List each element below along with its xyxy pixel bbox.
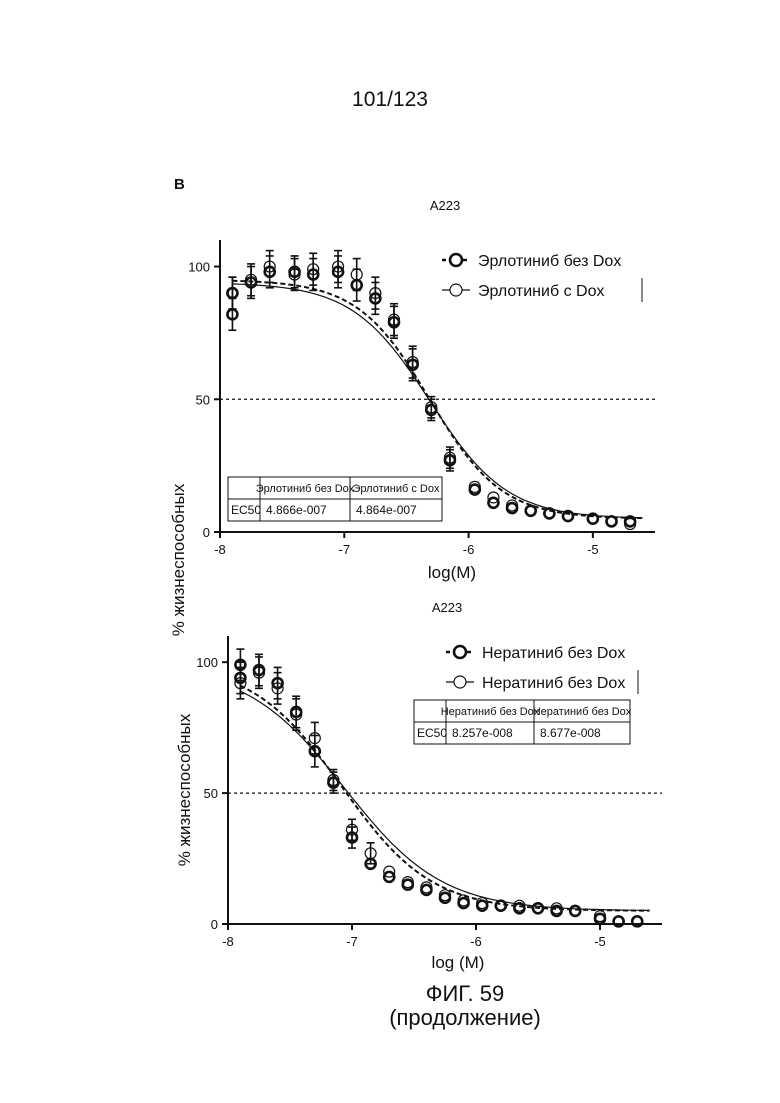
data-point [477, 901, 487, 911]
y-tick-label: 0 [203, 525, 210, 540]
figure-title: ФИГ. 59 [0, 982, 780, 1006]
x-tick-label: -7 [346, 934, 358, 949]
data-point [470, 485, 480, 495]
legend-marker [450, 254, 462, 266]
x-tick-label: -5 [587, 542, 599, 557]
table-cell: EC50 [231, 503, 261, 517]
chart-erlotinib: A223 050100-8-7-6-5 log(M) % жизнеспособ… [0, 180, 780, 580]
table-cell: EC50 [417, 726, 447, 740]
y-tick-label: 0 [211, 917, 218, 932]
legend-label: Эрлотиниб с Dox [478, 283, 604, 300]
data-point [403, 880, 413, 890]
y-tick-label: 50 [196, 392, 210, 407]
y-tick-label: 100 [188, 260, 210, 275]
data-point [421, 885, 431, 895]
x-tick-label: -5 [594, 934, 606, 949]
x-tick-label: -6 [470, 934, 482, 949]
x-tick-label: -8 [222, 934, 234, 949]
table-header-cell: Эрлотиниб без Dox [256, 483, 355, 495]
page-number: 101/123 [0, 88, 780, 112]
y-tick-label: 100 [196, 655, 218, 670]
legend: Эрлотиниб без Dox Эрлотиниб с Dox [442, 253, 642, 302]
y-axis-label: % жизнеспособных [175, 713, 194, 866]
x-axis-label: log (M) [432, 953, 485, 972]
legend: Нератиниб без Dox Нератиниб без Dox [446, 645, 638, 694]
chart-neratinib: A223 0 50 100 -8 -7 -6 -5 log (M) % жизнеспосо… [0, 590, 780, 970]
figure-caption: ФИГ. 59 (продолжение) [0, 982, 780, 1030]
table-header-cell: Эрлотиниб с Dox [353, 483, 440, 495]
table-cell: 8.257e-008 [452, 726, 513, 740]
ec50-table: EC50 Эрлотиниб без Dox 4.866e-007 Эрлотиниб… [228, 477, 442, 521]
ec50-table: EC50 Нератиниб без Dox 8.257e-008 Нератиниб… [414, 700, 632, 744]
table-cell: 4.864e-007 [356, 503, 417, 517]
legend-label: Эрлотиниб без Dox [478, 253, 621, 270]
data-point [507, 503, 517, 513]
data-point [440, 893, 450, 903]
figure-subtitle: (продолжение) [0, 1006, 780, 1030]
legend-label: Нератиниб без Dox [482, 645, 625, 662]
legend-marker [454, 646, 466, 658]
x-tick-label: -6 [463, 542, 475, 557]
legend-label: Нератиниб без Dox [482, 675, 625, 692]
table-header-cell: Нератиниб без Dox [441, 706, 540, 718]
chart-title: A223 [432, 600, 462, 615]
legend-marker [454, 676, 466, 688]
table-header-cell: Нератиниб без Dox [533, 706, 632, 718]
data-point [595, 914, 605, 924]
chart-title: A223 [430, 198, 460, 213]
y-tick-label: 50 [204, 786, 218, 801]
x-axis-label: log(M) [428, 563, 476, 582]
table-cell: 4.866e-007 [266, 503, 327, 517]
x-tick-label: -8 [214, 542, 226, 557]
data-point [459, 898, 469, 908]
x-tick-label: -7 [339, 542, 351, 557]
table-cell: 8.677e-008 [540, 726, 601, 740]
legend-marker [450, 284, 462, 296]
